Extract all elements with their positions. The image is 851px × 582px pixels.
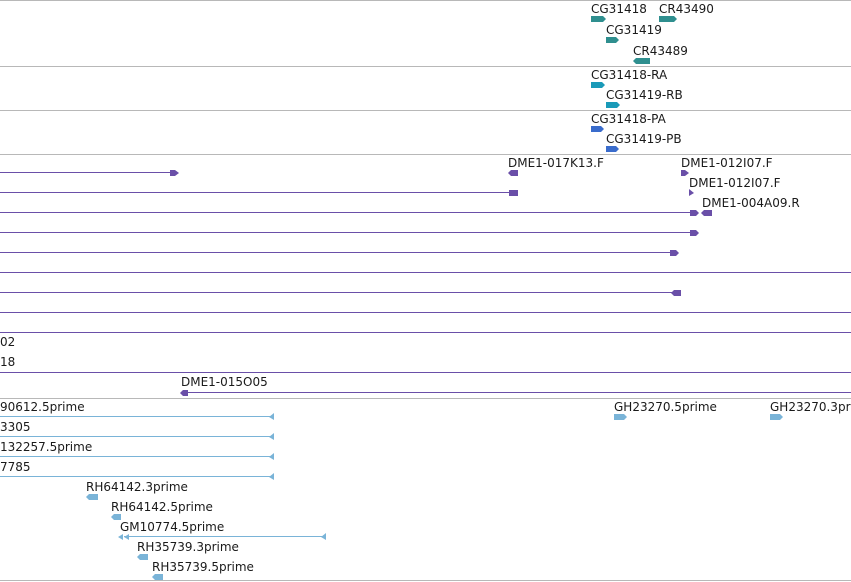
clone-end-glyph[interactable] [508, 169, 519, 177]
gene-glyph[interactable] [606, 36, 620, 44]
clone-label[interactable]: 18 [0, 355, 16, 369]
transcript-glyph[interactable] [591, 81, 606, 89]
protein-glyph[interactable] [591, 125, 605, 133]
transcript-label[interactable]: CG31418-RA [591, 68, 668, 82]
bac-end-track: DME1-017K13.F DME1-012I07.F DME1-012I07.… [0, 154, 851, 398]
transcript-glyph[interactable] [606, 101, 621, 109]
track-separator [0, 110, 851, 111]
gene-label[interactable]: CR43489 [633, 44, 688, 58]
est-end-glyph[interactable] [269, 473, 275, 481]
protein-label[interactable]: CG31419-PB [606, 132, 682, 146]
clone-end-glyph[interactable] [180, 389, 189, 397]
clone-end-glyph[interactable] [681, 169, 690, 177]
track-separator [0, 0, 851, 1]
est-label[interactable]: 7785 [0, 460, 31, 474]
protein-label[interactable]: CG31418-PA [591, 112, 666, 126]
est-glyph[interactable] [137, 553, 149, 561]
clone-end-glyph[interactable] [670, 249, 680, 257]
est-label[interactable]: RH64142.3prime [86, 480, 188, 494]
clone-span-line[interactable] [0, 192, 512, 193]
gene-label[interactable]: CG31418 [591, 2, 647, 16]
clone-span-line[interactable] [0, 172, 176, 173]
est-label[interactable]: GH23270.3prime [770, 400, 851, 414]
clone-end-glyph[interactable] [170, 169, 180, 177]
est-end-glyph[interactable] [269, 433, 275, 441]
est-glyph[interactable] [111, 513, 122, 521]
est-glyph[interactable] [152, 573, 164, 581]
est-glyph[interactable] [614, 413, 628, 421]
est-track: 90612.5prime GH23270.5prime GH23270.3pri… [0, 398, 851, 580]
transcript-label[interactable]: CG31419-RB [606, 88, 683, 102]
est-label[interactable]: GM10774.5prime [120, 520, 225, 534]
clone-span-line[interactable] [0, 252, 676, 253]
est-end-glyph[interactable] [269, 413, 275, 421]
clone-end-glyph[interactable] [689, 189, 695, 197]
clone-end-glyph[interactable] [701, 209, 713, 217]
gene-glyph[interactable] [659, 15, 678, 23]
clone-label[interactable]: DME1-012I07.F [681, 156, 773, 170]
est-span-line[interactable] [0, 436, 272, 437]
clone-span-line[interactable] [186, 392, 851, 393]
gene-glyph[interactable] [633, 57, 651, 65]
clone-label[interactable]: DME1-004A09.R [702, 196, 800, 210]
est-span-line[interactable] [0, 456, 272, 457]
clone-span-line[interactable] [0, 312, 851, 313]
est-end-glyph[interactable] [269, 453, 275, 461]
est-span-line[interactable] [0, 476, 272, 477]
clone-span-line[interactable] [0, 232, 694, 233]
est-end-glyph[interactable] [321, 533, 327, 541]
clone-span-line[interactable] [0, 292, 674, 293]
track-separator [0, 66, 851, 67]
clone-label[interactable]: DME1-012I07.F [689, 176, 781, 190]
est-label[interactable]: 3305 [0, 420, 31, 434]
gene-label[interactable]: CG31419 [606, 23, 662, 37]
gene-glyph[interactable] [591, 15, 607, 23]
est-span-line[interactable] [0, 416, 272, 417]
clone-end-glyph[interactable] [690, 229, 700, 237]
clone-end-glyph[interactable] [690, 209, 700, 217]
protein-glyph[interactable] [606, 145, 620, 153]
track-separator [0, 580, 851, 581]
clone-span-line[interactable] [0, 332, 851, 333]
clone-end-glyph[interactable] [509, 189, 519, 197]
clone-span-line[interactable] [0, 272, 851, 273]
est-label[interactable]: RH35739.5prime [152, 560, 254, 574]
est-glyph[interactable] [770, 413, 784, 421]
est-label[interactable]: GH23270.5prime [614, 400, 717, 414]
clone-span-line[interactable] [0, 212, 698, 213]
clone-label[interactable]: DME1-017K13.F [508, 156, 604, 170]
protein-track: CG31418-PA CG31419-PB [0, 110, 851, 154]
est-label[interactable]: 90612.5prime [0, 400, 85, 414]
est-label[interactable]: 132257.5prime [0, 440, 93, 454]
clone-label[interactable]: 02 [0, 335, 16, 349]
track-separator [0, 398, 851, 399]
clone-span-line[interactable] [0, 372, 851, 373]
est-end-glyph[interactable] [118, 533, 130, 541]
track-separator [0, 154, 851, 155]
clone-end-glyph[interactable] [671, 289, 682, 297]
gene-track: CG31418 CR43490 CG31419 CR43489 [0, 0, 851, 66]
est-glyph[interactable] [86, 493, 99, 501]
est-label[interactable]: RH64142.5prime [111, 500, 213, 514]
gene-label[interactable]: CR43490 [659, 2, 714, 16]
est-span-line[interactable] [124, 536, 324, 537]
clone-label[interactable]: DME1-015O05 [181, 375, 268, 389]
transcript-track: CG31418-RA CG31419-RB [0, 66, 851, 110]
est-label[interactable]: RH35739.3prime [137, 540, 239, 554]
